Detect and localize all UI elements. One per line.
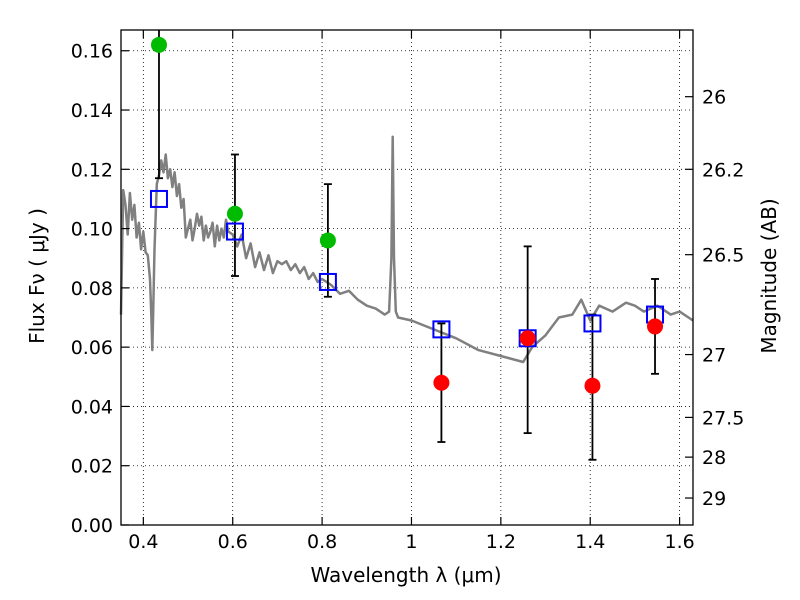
y-axis-title: Flux Fν ( μJy ) bbox=[25, 208, 49, 344]
axes-layer: 0.4 0.6 0.8 1 1.2 1.4 1.6 0.00 0.02 0.04 0.06 0.08 0… bbox=[71, 29, 744, 553]
right-tick-label: 27 bbox=[702, 345, 726, 367]
model-photometry-square bbox=[432, 320, 451, 339]
right-tick-label: 26 bbox=[702, 87, 726, 109]
y-tick-label: 0.02 bbox=[71, 456, 113, 478]
right-axis-title: Magnitude (AB) bbox=[757, 198, 781, 353]
x-axis-title: Wavelength λ (μm) bbox=[310, 563, 501, 587]
non-detection-point bbox=[647, 318, 664, 335]
model-photometry-square bbox=[318, 272, 337, 291]
y-tick-label: 0.10 bbox=[71, 219, 113, 241]
y-tick-label: 0.06 bbox=[71, 337, 113, 359]
non-detection-point bbox=[519, 330, 536, 347]
y-tick-label: 0.16 bbox=[71, 41, 113, 63]
y-tick-label: 0.04 bbox=[71, 396, 113, 418]
x-tick-label: 0.4 bbox=[128, 531, 158, 553]
detection-point bbox=[226, 205, 243, 222]
x-tick-label: 0.8 bbox=[307, 531, 337, 553]
markers-layer bbox=[149, 36, 665, 394]
y-tick-label: 0.12 bbox=[71, 159, 113, 181]
right-tick-label: 26.2 bbox=[702, 159, 744, 181]
right-tick-label: 27.5 bbox=[702, 407, 744, 429]
x-tick-label: 1.4 bbox=[575, 531, 605, 553]
y-tick-label: 0.14 bbox=[71, 100, 113, 122]
detection-point bbox=[150, 36, 167, 53]
model-photometry-square bbox=[149, 189, 168, 208]
y-tick-label: 0.08 bbox=[71, 278, 113, 300]
y-tick-label: 0.00 bbox=[71, 515, 113, 537]
right-tick-label: 29 bbox=[702, 488, 726, 510]
right-tick-label: 26.5 bbox=[702, 245, 744, 267]
model-photometry-square bbox=[583, 314, 602, 333]
detection-point bbox=[319, 232, 336, 249]
plot-frame bbox=[120, 29, 694, 526]
x-tick-label: 1.6 bbox=[664, 531, 694, 553]
right-tick-label: 28 bbox=[702, 447, 726, 469]
model-photometry-square bbox=[225, 222, 244, 241]
non-detection-point bbox=[584, 377, 601, 394]
x-tick-label: 0.6 bbox=[218, 531, 248, 553]
x-tick-label: 1 bbox=[405, 531, 417, 553]
non-detection-point bbox=[433, 374, 450, 391]
x-tick-label: 1.2 bbox=[486, 531, 516, 553]
